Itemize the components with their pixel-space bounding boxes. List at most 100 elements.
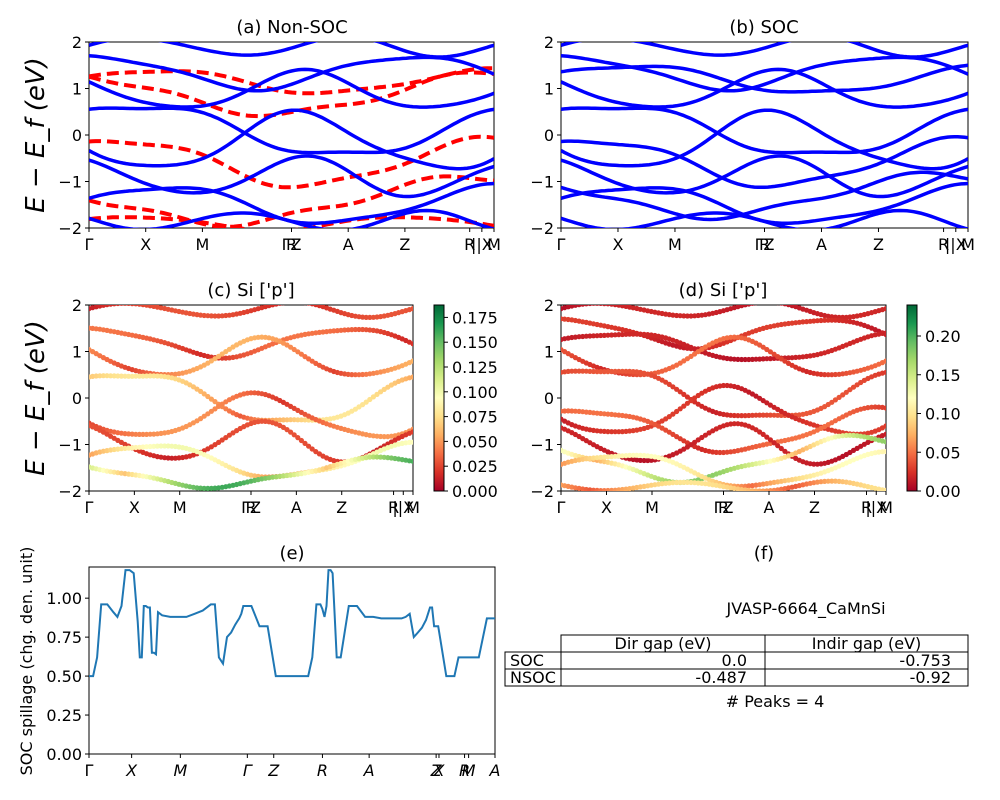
band-point-c bbox=[273, 305, 279, 307]
band-point-d bbox=[641, 457, 647, 464]
band-point-d bbox=[757, 412, 763, 418]
band-point-c bbox=[288, 429, 294, 435]
band-point-c bbox=[410, 439, 413, 445]
y-tick-label-d: 1 bbox=[544, 343, 554, 362]
band-point-d bbox=[883, 358, 886, 364]
band-point-d bbox=[779, 305, 784, 306]
x-tick-label-c: M bbox=[406, 498, 420, 517]
band-point-d bbox=[576, 305, 582, 308]
band-point-d bbox=[825, 372, 831, 378]
band-point-d bbox=[735, 413, 741, 419]
x-tick-label-a: M bbox=[487, 235, 501, 254]
axes-frame-e bbox=[88, 566, 496, 755]
table-cell: -0.92 bbox=[910, 668, 951, 687]
band-point-d bbox=[720, 382, 727, 389]
band-point-d bbox=[739, 413, 745, 419]
y-tick-label-c: −2 bbox=[58, 482, 82, 501]
y-tick-label-d: 0 bbox=[544, 389, 554, 408]
panel-e-spillage-plot: 0.000.250.500.751.00Γ X M Γ Z R A ZX RM A bbox=[46, 566, 500, 780]
band-point-d bbox=[670, 384, 676, 390]
band-point-d bbox=[778, 445, 784, 452]
band-point-c bbox=[356, 326, 362, 333]
band-point-d bbox=[598, 369, 604, 375]
band-point-d bbox=[883, 448, 886, 455]
panel-e-title: (e) bbox=[279, 543, 304, 564]
x-tick-label-c: R bbox=[388, 498, 399, 517]
colorbar-tick-label-c: 0.050 bbox=[452, 432, 498, 451]
band-line-b-0-5 bbox=[561, 108, 968, 171]
band-point-d bbox=[684, 400, 691, 406]
band-point-d bbox=[572, 408, 579, 414]
x-tick-label-b: Z bbox=[873, 235, 884, 254]
energy-ylabel-top-text: E − E_f (eV) bbox=[21, 57, 51, 213]
band-point-d bbox=[616, 368, 622, 374]
band-point-c bbox=[302, 440, 308, 446]
band-point-d bbox=[605, 332, 611, 338]
band-point-c bbox=[352, 326, 358, 333]
x-tick-label-c: R bbox=[245, 498, 256, 517]
band-point-c bbox=[410, 306, 413, 312]
band-point-d bbox=[572, 305, 578, 308]
band-point-c bbox=[123, 305, 127, 306]
band-point-d bbox=[681, 391, 687, 397]
band-line-a-1-5 bbox=[89, 154, 494, 199]
band-point-d bbox=[883, 423, 886, 429]
x-tick-label-b: M bbox=[961, 235, 975, 254]
y-tick-label-d: 2 bbox=[544, 296, 554, 315]
band-point-d bbox=[681, 479, 687, 485]
band-point-c bbox=[295, 299, 300, 304]
band-point-d bbox=[630, 452, 636, 458]
x-tick-label-b: R bbox=[938, 235, 949, 254]
band-point-d bbox=[674, 408, 680, 415]
band-point-c bbox=[277, 305, 282, 306]
band-point-d bbox=[832, 371, 839, 378]
band-point-c bbox=[410, 341, 413, 347]
table-cell: -0.753 bbox=[899, 651, 951, 670]
band-point-d bbox=[883, 439, 886, 445]
panel-f-title: (f) bbox=[754, 543, 774, 564]
y-tick-label-c: 0 bbox=[72, 389, 82, 408]
x-tick-label-b: X bbox=[612, 235, 623, 254]
band-point-d bbox=[767, 356, 774, 362]
x-tick-label-d: R bbox=[718, 498, 729, 517]
band-point-d bbox=[677, 406, 683, 412]
band-point-c bbox=[169, 455, 175, 461]
band-point-d bbox=[630, 331, 636, 337]
table-heading: JVASP-6664_CaMnSi bbox=[725, 599, 885, 619]
band-point-d bbox=[572, 368, 579, 374]
band-point-d bbox=[883, 369, 886, 375]
x-tick-label-b: ||X bbox=[945, 235, 967, 254]
band-point-d bbox=[731, 421, 737, 427]
x-tick-label-a: R bbox=[286, 235, 297, 254]
band-line-a-0-0 bbox=[89, 66, 494, 96]
band-point-c bbox=[104, 305, 110, 308]
x-tick-label-d: X bbox=[601, 498, 612, 517]
x-tick-label-a: R bbox=[464, 235, 475, 254]
y-tick-label-c: −1 bbox=[58, 436, 82, 455]
band-line-a-1-3 bbox=[89, 106, 494, 155]
x-tick-label-e: Z bbox=[430, 761, 443, 780]
band-point-d bbox=[767, 349, 774, 355]
x-tick-label-d: ΓZ bbox=[714, 498, 734, 517]
band-point-c bbox=[306, 443, 312, 449]
band-point-c bbox=[126, 305, 131, 306]
y-tick-label-e: 0.75 bbox=[46, 628, 82, 647]
y-tick-label-a: 0 bbox=[72, 126, 82, 145]
band-point-c bbox=[363, 399, 369, 405]
y-tick-label-a: 1 bbox=[72, 80, 82, 99]
band-point-c bbox=[111, 305, 117, 307]
band-point-d bbox=[764, 434, 770, 440]
band-point-d bbox=[601, 369, 607, 375]
x-tick-label-b: A bbox=[816, 235, 827, 254]
band-point-d bbox=[767, 437, 774, 443]
band-point-d bbox=[760, 412, 766, 418]
band-point-d bbox=[602, 305, 607, 307]
y-tick-label-a: −2 bbox=[58, 219, 82, 238]
band-point-d bbox=[605, 369, 611, 375]
band-line-b-0-4 bbox=[561, 106, 968, 155]
band-lines-b bbox=[561, 42, 968, 228]
x-tick-label-e: R bbox=[459, 761, 470, 780]
band-line-b-0-3 bbox=[561, 67, 968, 109]
band-point-d bbox=[637, 457, 644, 463]
